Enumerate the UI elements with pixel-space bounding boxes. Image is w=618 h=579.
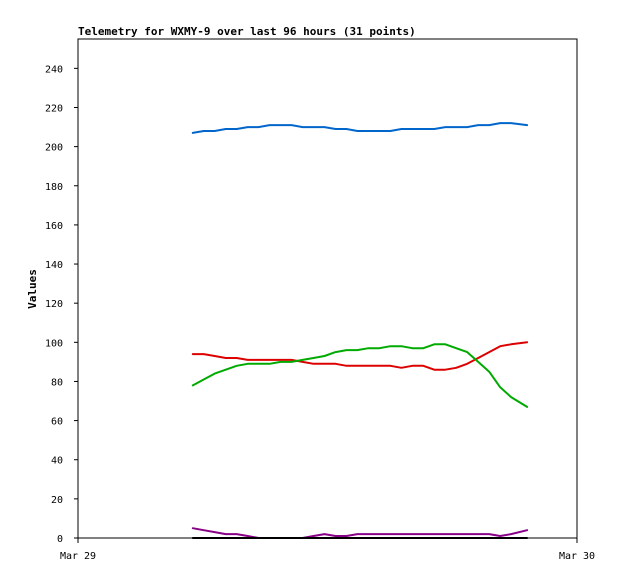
x-axis-ticks: Mar 29 Mar 30 <box>60 538 595 562</box>
series-lines <box>191 122 529 539</box>
y-tick-label: 80 <box>51 377 63 388</box>
y-tick-label: 100 <box>45 338 63 349</box>
y-tick-label: 200 <box>45 143 63 154</box>
y-tick-label: 240 <box>45 64 63 75</box>
y-axis-title: Values <box>26 269 39 309</box>
y-tick-label: 160 <box>45 221 63 232</box>
x-tick-label: Mar 30 <box>559 551 595 562</box>
series-line-1 <box>191 122 529 134</box>
y-axis-ticks: 0 20 40 60 80 100 120 140 160 180 200 220 240 <box>45 64 78 545</box>
plot-area <box>77 38 578 539</box>
chart-title: Telemetry for WXMY-9 over last 96 hours … <box>78 25 416 38</box>
y-tick-label: 140 <box>45 260 63 271</box>
series-line-3 <box>191 343 529 408</box>
y-tick-label: 120 <box>45 299 63 310</box>
y-tick-label: 180 <box>45 182 63 193</box>
x-tick-label: Mar 29 <box>60 551 96 562</box>
y-tick-label: 40 <box>51 456 63 467</box>
y-tick-label: 0 <box>57 534 63 545</box>
y-tick-label: 220 <box>45 103 63 114</box>
y-tick-label: 20 <box>51 495 63 506</box>
series-line-2 <box>191 341 529 371</box>
series-line-4 <box>191 527 529 539</box>
y-tick-label: 60 <box>51 417 63 428</box>
